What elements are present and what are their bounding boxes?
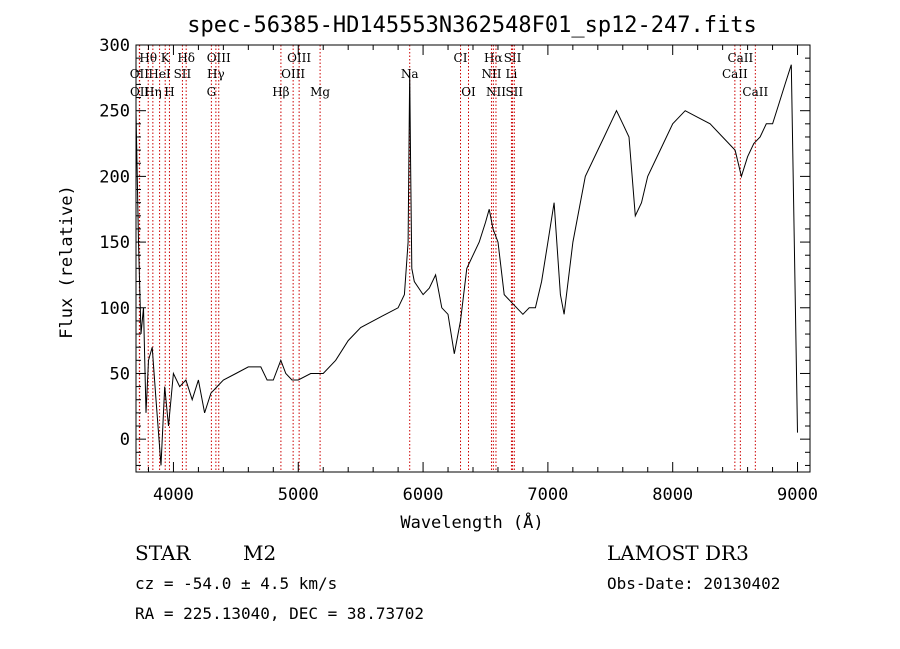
line-id-label: NII [481,67,501,81]
y-tick-label: 50 [110,364,130,384]
line-id-label: Hα [484,51,503,65]
observation-date: Obs-Date: 20130402 [607,574,780,593]
line-id-label: OIII [281,67,305,81]
line-id-label: CaII [722,67,748,81]
y-tick-label: 100 [99,299,130,319]
line-id-label: K [161,51,171,65]
plot-frame [135,44,811,473]
x-tick-label: 5000 [278,485,319,505]
chart-title: spec-56385-HD145553N362548F01_sp12-247.f… [187,13,757,38]
y-tick-label: 250 [99,102,130,122]
line-id-label: CI [454,51,468,65]
line-id-label: G [207,85,217,99]
line-id-label: CaII [727,51,753,65]
x-tick-label: 9000 [777,485,818,505]
line-id-label: Hθ [139,51,157,65]
line-id-label: Mg [310,85,330,99]
line-id-label: Hη [144,85,162,99]
x-axis-label: Wavelength (Å) [400,511,543,533]
x-tick-label: 6000 [403,485,444,505]
line-id-label: NII [486,85,506,99]
x-axis: 4000 5000 6000 7000 8000 9000 [147,45,818,505]
y-tick-label: 200 [99,167,130,187]
line-id-label: HeI [148,67,171,81]
line-id-label: Hγ [207,67,225,81]
line-id-label: OIII [287,51,311,65]
line-id-label: SII [174,67,192,81]
y-tick-label: 0 [120,430,130,450]
y-tick-label: 300 [99,36,130,56]
line-id-label: SII [504,51,522,65]
line-id-label: Li [506,67,518,81]
object-class: STAR [135,541,191,565]
y-tick-label: 150 [99,233,130,253]
line-id-label: OIII [207,51,231,65]
y-axis-label: Flux (relative) [57,185,77,339]
line-id-label: H [164,85,174,99]
y-axis: 0 50 100 150 200 250 300 [99,36,810,466]
line-id-label: OII [130,85,150,99]
line-id-label: OI [461,85,476,99]
line-id-label: Hβ [272,85,289,99]
x-tick-label: 4000 [153,485,194,505]
survey-name: LAMOST DR3 [607,541,749,565]
spectrum-series-line [135,64,798,466]
x-tick-label: 8000 [652,485,693,505]
line-id-label: CaII [742,85,768,99]
line-id-label: SII [505,85,523,99]
coordinates: RA = 225.13040, DEC = 38.73702 [135,604,424,623]
redshift-cz: cz = -54.0 ± 4.5 km/s [135,574,337,593]
line-id-label: Hδ [177,51,195,65]
x-tick-label: 7000 [527,485,568,505]
object-subclass: M2 [243,541,276,565]
